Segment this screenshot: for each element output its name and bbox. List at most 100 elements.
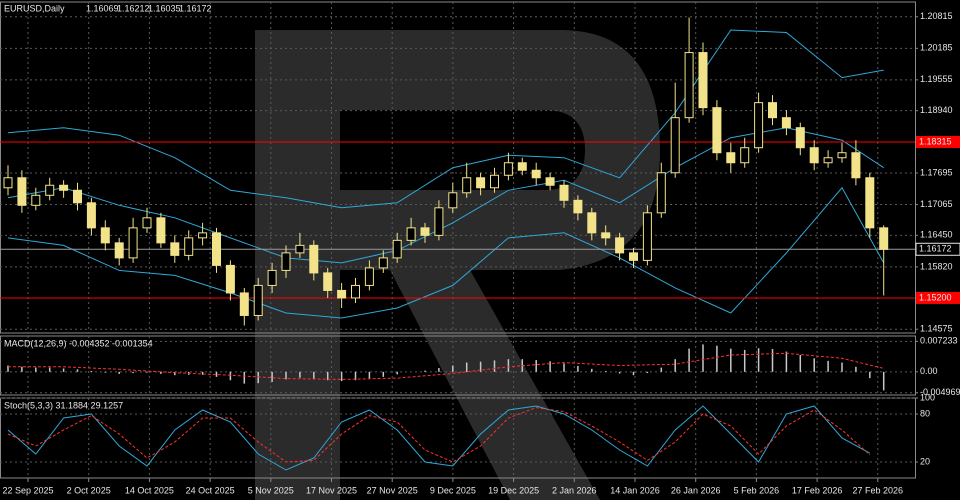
y-tick-label: 1.14575 xyxy=(920,324,953,334)
x-tick-label: 26 Jan 2026 xyxy=(671,485,721,495)
candle-body xyxy=(879,227,889,250)
candle-body xyxy=(712,107,722,154)
bollinger-band xyxy=(7,127,884,264)
candle-body xyxy=(476,177,486,189)
x-tick-label: 2 Jan 2026 xyxy=(552,485,597,495)
candle-body xyxy=(406,227,416,241)
candle-body xyxy=(31,194,41,206)
x-tick-label: 5 Nov 2025 xyxy=(248,485,294,495)
y-tick-label: 80 xyxy=(920,408,930,418)
x-tick-label: 2 Oct 2025 xyxy=(67,485,111,495)
last-low: 1.16035 xyxy=(148,3,181,13)
y-tick-label: 20 xyxy=(920,456,930,466)
candle-body xyxy=(573,199,583,214)
candle-body xyxy=(490,174,499,189)
candle-body xyxy=(642,212,652,261)
candle-body xyxy=(615,237,625,254)
y-tick-label: 1.19555 xyxy=(920,74,953,84)
candle-body xyxy=(45,184,55,196)
candle-body xyxy=(59,184,69,191)
candle-body xyxy=(851,152,861,179)
candle-body xyxy=(809,147,819,164)
watermark-logo xyxy=(255,30,660,500)
candle-body xyxy=(434,207,444,236)
x-tick-label: 5 Feb 2026 xyxy=(734,485,780,495)
x-tick-label: 19 Dec 2025 xyxy=(488,485,539,495)
level-label-box xyxy=(916,291,960,304)
x-tick-label: 27 Nov 2025 xyxy=(367,485,418,495)
candle-body xyxy=(392,239,402,259)
stoch-main-line xyxy=(7,405,871,471)
candle-body xyxy=(114,242,124,259)
candle-body xyxy=(448,192,458,209)
candle-body xyxy=(225,264,235,294)
level-label-box xyxy=(916,135,960,148)
y-tick-label: 1.16450 xyxy=(920,230,953,240)
candle-body xyxy=(740,147,750,164)
y-tick-label: -0.004969 xyxy=(920,387,960,397)
macd-title: MACD(12,26,9) -0.004352 -0.001354 xyxy=(4,338,153,348)
x-tick-label: 17 Feb 2026 xyxy=(792,485,843,495)
x-tick-label: 24 Oct 2025 xyxy=(186,485,235,495)
stoch-title: Stoch(5,3,3) 31.1884 29.1257 xyxy=(4,400,123,410)
current-price-box xyxy=(915,242,960,256)
panel-frame xyxy=(0,335,916,396)
candle-body xyxy=(212,232,221,266)
candle-body xyxy=(601,232,611,239)
x-tick-label: 17 Nov 2025 xyxy=(306,485,357,495)
y-tick-label: 0.00 xyxy=(920,366,938,376)
candle-body xyxy=(156,217,166,244)
x-tick-label: 14 Jan 2026 xyxy=(610,485,660,495)
x-tick-label: 22 Sep 2025 xyxy=(2,485,53,495)
candle-body xyxy=(3,177,13,189)
candle-body xyxy=(267,269,277,286)
candle-body xyxy=(670,117,680,174)
candle-body xyxy=(351,284,360,299)
x-tick-label: 27 Feb 2026 xyxy=(853,485,904,495)
candle-body xyxy=(142,217,152,229)
candle-body xyxy=(239,292,249,316)
candle-body xyxy=(517,162,527,171)
candle-body xyxy=(184,237,194,256)
candle-body xyxy=(100,227,110,244)
current-price-label: 1.16172 xyxy=(919,244,952,254)
candle-body xyxy=(531,169,541,179)
last-open: 1.16069 xyxy=(86,3,119,13)
x-tick-label: 14 Oct 2025 xyxy=(125,485,174,495)
macd-signal-line xyxy=(8,352,884,380)
y-tick-label: 1.20185 xyxy=(920,43,953,53)
symbol: EURUSD,Daily xyxy=(4,3,65,13)
candle-body xyxy=(198,232,208,239)
candle-body xyxy=(309,244,319,274)
candle-body xyxy=(503,162,513,176)
candle-body xyxy=(865,177,875,229)
level-label: 1.15200 xyxy=(919,292,952,302)
last-close: 1.16172 xyxy=(179,3,212,13)
candle-body xyxy=(170,242,180,256)
candle-body xyxy=(462,177,472,194)
candle-body xyxy=(337,289,347,299)
y-tick-label: 1.18940 xyxy=(920,105,953,115)
candle-body xyxy=(73,189,82,204)
candle-body xyxy=(281,252,291,271)
y-tick-label: 100 xyxy=(920,392,935,402)
panel-frame xyxy=(0,397,916,479)
candle-body xyxy=(86,202,96,229)
candle-body xyxy=(768,102,777,119)
candle-body xyxy=(781,117,791,129)
candle-body xyxy=(795,127,805,149)
candle-body xyxy=(364,267,374,286)
candle-body xyxy=(545,177,555,186)
x-tick-label: 9 Dec 2025 xyxy=(430,485,476,495)
level-label: 1.18315 xyxy=(919,136,952,146)
candle-body xyxy=(323,272,333,291)
candle-body xyxy=(128,227,138,259)
bollinger-band xyxy=(7,29,884,209)
candle-body xyxy=(587,212,597,234)
candle-body xyxy=(837,152,847,159)
candle-body xyxy=(754,102,764,149)
last-high: 1.16212 xyxy=(117,3,150,13)
y-tick-label: 1.20815 xyxy=(920,11,953,21)
candle-body xyxy=(726,152,736,164)
candle-body xyxy=(559,184,569,201)
